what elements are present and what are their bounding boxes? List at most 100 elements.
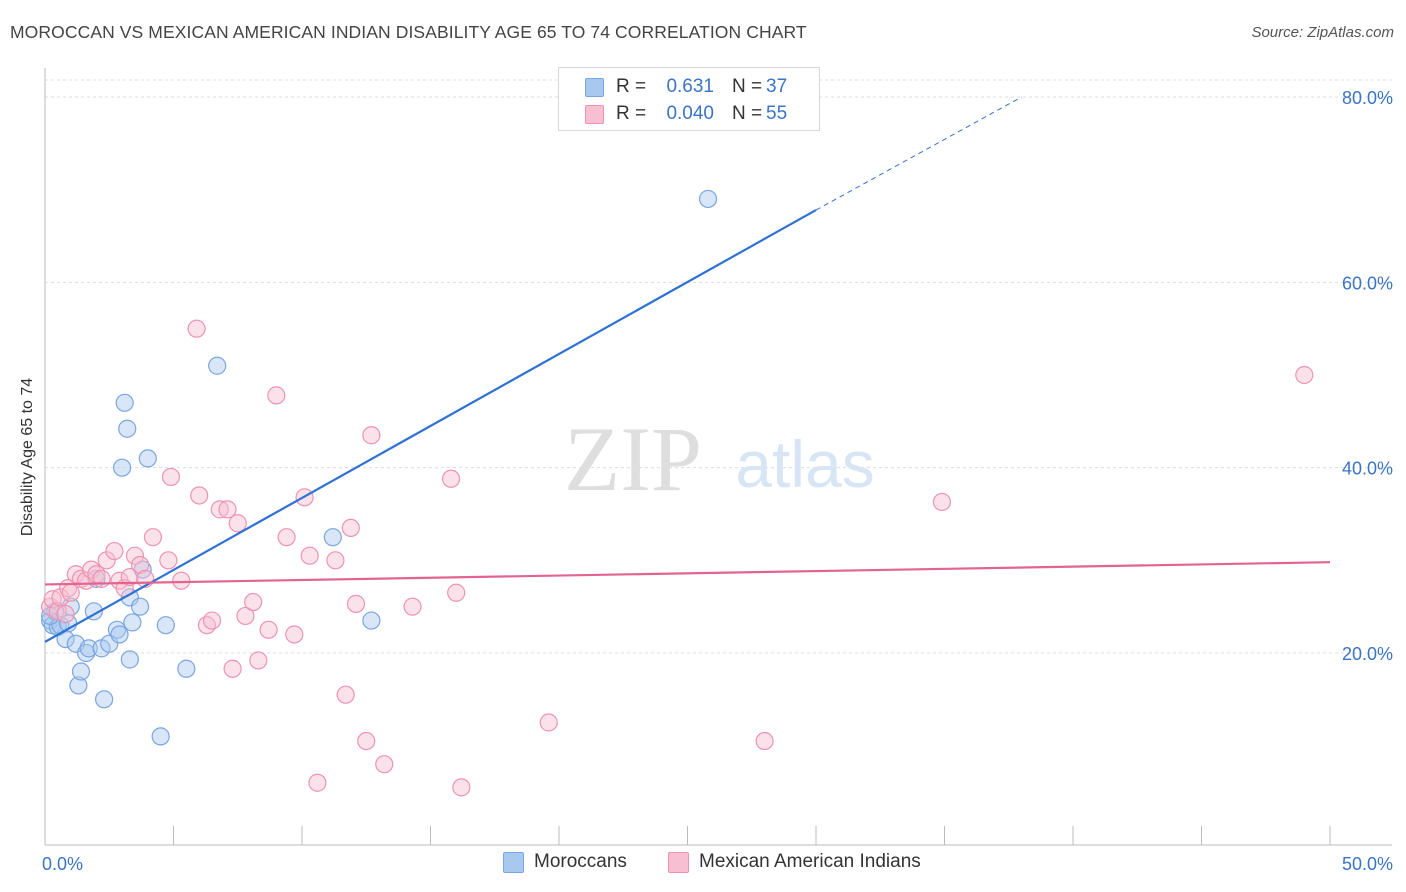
trend-line: [44, 209, 817, 643]
data-point: [120, 650, 139, 669]
data-point: [56, 604, 75, 624]
watermark: ZIP atlas: [564, 408, 875, 510]
data-point: [130, 555, 150, 575]
data-point: [698, 189, 718, 209]
data-point: [151, 727, 170, 746]
n-label: N =: [732, 103, 763, 124]
data-point: [326, 551, 345, 570]
data-point: [267, 386, 286, 405]
legend-item-moroccans[interactable]: Moroccans: [503, 851, 627, 873]
legend-item-mexican-american-indians[interactable]: Mexican American Indians: [668, 851, 921, 873]
n-label: N =: [732, 76, 763, 97]
data-point: [323, 528, 342, 547]
r-label: R =: [616, 76, 647, 97]
legend-swatch-mexican-american-indians: [668, 851, 689, 873]
n-value: 55: [766, 103, 788, 124]
data-point: [308, 773, 327, 792]
data-point: [71, 662, 91, 681]
watermark-zip: ZIP: [564, 408, 702, 510]
data-point: [341, 518, 360, 538]
data-point: [112, 458, 132, 477]
series-legend: Moroccans Mexican American Indians: [0, 851, 1406, 877]
x-tick-label: 0.0%: [42, 854, 83, 874]
data-point: [161, 467, 181, 487]
legend-row-moroccans: R = 0.631 N = 37: [585, 75, 787, 99]
legend-row-mexican-american-indians: R = 0.040 N = 55: [585, 102, 787, 126]
data-point: [69, 676, 88, 695]
watermark-atlas: atlas: [735, 427, 874, 501]
data-point: [79, 639, 98, 658]
data-point: [452, 778, 471, 797]
y-tick-label: 60.0%: [1342, 273, 1393, 293]
data-point: [208, 356, 227, 375]
data-point: [210, 500, 229, 519]
y-tick-label: 80.0%: [1342, 88, 1393, 108]
data-point: [105, 541, 124, 561]
chart-title: MOROCCAN VS MEXICAN AMERICAN INDIAN DISA…: [10, 22, 807, 42]
series-mexican-american-indians: [41, 319, 1314, 797]
stats-legend: R = 0.631 N = 37 R = 0.040 N = 55: [558, 67, 820, 131]
grid-lines: [45, 79, 1392, 654]
data-point: [403, 597, 422, 616]
data-point: [285, 625, 304, 644]
data-point: [138, 449, 157, 468]
x-tick-label: 50.0%: [1342, 854, 1393, 874]
data-point: [115, 393, 134, 412]
data-point: [228, 514, 247, 533]
data-point: [187, 319, 206, 338]
data-point: [172, 571, 191, 590]
data-point: [100, 634, 119, 653]
legend-swatch-mexican-american-indians: [585, 104, 604, 124]
data-point: [123, 613, 142, 632]
data-point: [539, 713, 558, 732]
data-point: [125, 546, 145, 565]
trend-layer: [44, 96, 1331, 643]
data-point: [159, 551, 178, 570]
data-point: [156, 616, 175, 635]
data-point: [95, 690, 114, 709]
trend-line-extension: [815, 96, 1022, 211]
data-point: [92, 569, 111, 588]
data-point: [236, 606, 255, 626]
legend-label-mexican-american-indians: Mexican American Indians: [699, 851, 921, 872]
r-label: R =: [616, 103, 647, 124]
tick-layer: 20.0% 40.0% 60.0% 80.0% 0.0% 50.0%: [42, 88, 1393, 874]
legend-swatch-moroccans: [585, 77, 604, 97]
data-point: [1295, 365, 1314, 385]
data-point: [130, 597, 150, 616]
data-point: [249, 651, 268, 670]
legend-label-moroccans: Moroccans: [534, 851, 627, 872]
data-point: [143, 528, 163, 547]
data-point: [375, 755, 394, 774]
trend-line: [44, 561, 1331, 586]
data-point: [755, 731, 774, 751]
data-point: [932, 492, 952, 512]
axes: [44, 68, 1392, 846]
data-point: [177, 659, 196, 678]
legend-swatch-moroccans: [503, 851, 524, 873]
data-point: [357, 731, 376, 751]
y-tick-label: 20.0%: [1342, 644, 1393, 664]
source-label: Source: ZipAtlas.com: [1251, 24, 1394, 41]
data-point: [244, 592, 263, 612]
r-value: 0.631: [666, 76, 714, 97]
data-point: [441, 469, 461, 488]
data-point: [202, 611, 222, 630]
data-point: [223, 659, 242, 678]
data-point: [447, 583, 466, 602]
data-point: [218, 500, 237, 519]
data-point: [118, 419, 137, 438]
data-point: [362, 611, 381, 630]
data-point: [362, 426, 381, 445]
data-point: [346, 594, 366, 613]
data-point: [277, 528, 296, 547]
data-point: [259, 620, 278, 639]
data-point: [97, 551, 116, 570]
n-value: 37: [766, 76, 788, 97]
data-point: [77, 571, 96, 590]
series-moroccans: [41, 189, 718, 746]
data-point: [336, 685, 355, 704]
data-point: [51, 588, 70, 607]
y-tick-label: 40.0%: [1342, 459, 1393, 479]
